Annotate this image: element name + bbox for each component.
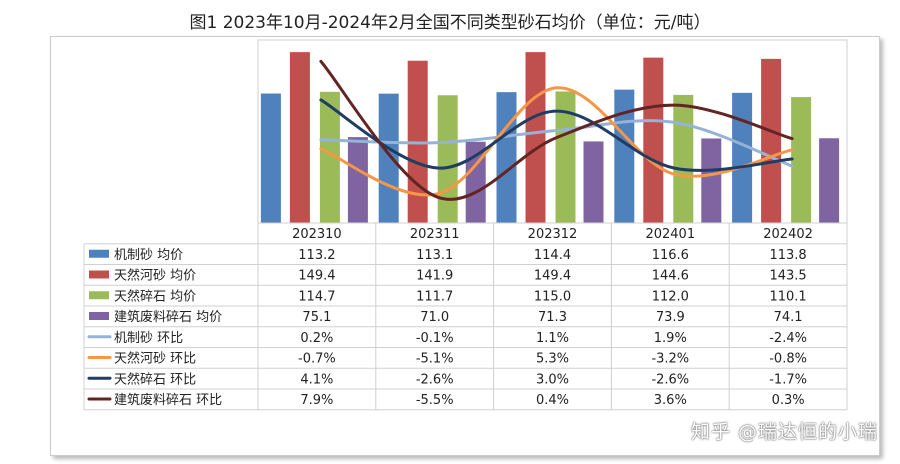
table-cell: 0.3% [772,393,805,408]
line-series-2 [319,86,794,197]
table-cell: 114.7 [298,289,335,304]
table-cell: -2.4% [769,331,807,346]
table-cell: 75.1 [302,310,331,325]
table-cell: 5.3% [536,352,569,367]
bar-4-202401 [701,138,722,223]
table-cell: 73.9 [656,310,685,325]
table-cell: -5.1% [416,352,454,367]
chart-title: 图1 2023年10月-2024年2月全国不同类型砂石均价（单位：元/吨） [189,13,711,33]
category-label: 202402 [763,227,813,242]
table-cell: 116.6 [652,248,689,263]
bar-1-202310 [260,93,281,223]
table-cell: 71.3 [538,310,567,325]
table-cell: 141.9 [416,269,453,284]
table-cell: 144.6 [652,269,689,284]
table-cell: 143.5 [769,269,806,284]
table-cell: 111.7 [416,289,453,304]
table-cell: 0.2% [300,331,333,346]
category-label: 202312 [528,227,578,242]
bar-3-202311 [437,95,458,223]
table-cell: 112.0 [652,289,689,304]
bar-3-202310 [319,91,340,223]
table-cell: 110.1 [769,289,806,304]
table-cell: 1.1% [536,331,569,346]
table-cell: 1.9% [654,331,687,346]
legend-key-bar [89,291,109,300]
legend-key-bar [89,312,109,320]
table-cell: 113.2 [298,248,335,263]
table-cell: 149.4 [534,269,571,284]
table-cell: 114.4 [534,248,571,263]
legend-label: 机制砂 均价 [114,248,183,263]
table-cell: -0.8% [769,352,807,367]
category-label: 202310 [292,227,342,242]
bar-3-202401 [673,94,694,224]
bar-4-202402 [819,138,840,223]
bar-3-202402 [791,97,812,223]
table-cell: 115.0 [534,289,571,304]
bar-2-202401 [643,57,664,223]
table-cell: -0.7% [298,352,336,367]
bar-1-202402 [732,92,753,223]
table-cell: 149.4 [298,269,335,284]
line-series-1 [319,119,794,168]
bar-1-202312 [496,92,517,223]
line-series-4 [319,59,794,201]
legend-label: 天然碎石 环比 [114,371,196,387]
legend-key-bar [89,270,109,279]
table-cell: 4.1% [300,372,333,387]
bar-2-202402 [761,58,782,224]
table-cell: 113.8 [769,248,806,263]
legend-label: 天然河砂 环比 [114,351,196,367]
table-cell: -1.7% [769,372,807,387]
table-cell: 113.1 [416,248,453,263]
legend-label: 建筑废料碎石 环比 [114,392,222,408]
table-cell: -0.1% [416,331,454,346]
legend-label: 天然河砂 均价 [114,268,196,284]
watermark: 知乎 @瑞达恒的小瑞 [690,421,878,443]
table-cell: 71.0 [420,310,449,325]
table-cell: 7.9% [300,393,333,408]
legend-label: 天然碎石 均价 [114,288,196,304]
table-cell: 74.1 [774,310,803,325]
bar-4-202311 [465,141,486,223]
legend-key-bar [89,249,109,258]
bar-4-202310 [347,137,368,223]
legend-label: 建筑废料碎石 均价 [114,309,222,325]
category-label: 202311 [410,227,460,242]
table-cell: -2.6% [651,372,689,387]
table-cell: 3.6% [654,393,687,408]
table-cell: -2.6% [416,372,454,387]
bar-2-202312 [525,52,546,223]
table-cell: -5.5% [416,393,454,408]
line-series-3 [319,98,794,172]
legend-label: 机制砂 环比 [114,331,183,346]
bar-1-202311 [378,93,399,223]
table-cell: 3.0% [536,372,569,387]
bar-4-202312 [583,141,604,223]
category-label: 202401 [645,227,695,242]
bar-2-202310 [289,52,310,223]
table-cell: 0.4% [536,393,569,408]
bar-3-202312 [555,91,576,223]
table-cell: -3.2% [651,352,689,367]
